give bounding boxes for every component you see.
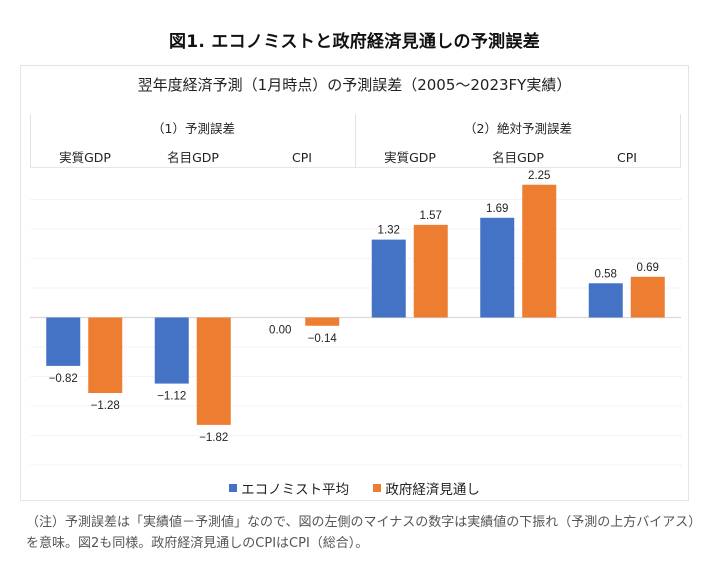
legend-swatch-government: [373, 484, 382, 492]
panel-title: （1）予測誤差: [152, 121, 235, 136]
data-label: −1.82: [199, 432, 228, 444]
legend-label: エコノミスト平均: [241, 482, 350, 498]
bar-economist-1: [154, 317, 189, 384]
data-label: 0.58: [595, 268, 617, 280]
figure-title: 図1. エコノミストと政府経済見通しの予測誤差: [168, 32, 541, 52]
data-label: 2.25: [528, 170, 550, 182]
category-label: 名目GDP: [167, 150, 219, 165]
category-label: 名目GDP: [492, 150, 544, 165]
chart-title: 翌年度経済予測（1月時点）の予測誤差（2005～2023FY実績）: [137, 76, 572, 94]
data-label: −1.28: [91, 400, 120, 412]
data-label: 1.69: [486, 203, 508, 215]
gridlines: [30, 199, 681, 466]
bar-economist-0: [46, 317, 81, 366]
category-label: CPI: [292, 150, 312, 165]
category-label: 実質GDP: [384, 150, 436, 165]
legend: エコノミスト平均 政府経済見通し: [0, 478, 709, 498]
data-label: −1.12: [157, 391, 186, 403]
legend-item-economist: エコノミスト平均: [229, 478, 349, 498]
bars: [46, 184, 665, 425]
bar-economist-4: [480, 217, 515, 318]
bar-government-4: [522, 184, 557, 318]
legend-label: 政府経済見通し: [385, 482, 480, 498]
data-labels: −0.82 −1.12 0.00 1.32 1.69 0.58 −1.28 −1.82 −0.1…: [49, 170, 659, 444]
data-label: −0.14: [308, 333, 338, 345]
panel-header-absolute-error: （2）絶対予測誤差 実質GDP 名目GDP CPI: [355, 114, 681, 168]
data-label: 1.32: [378, 225, 400, 237]
bar-government-0: [88, 317, 123, 394]
legend-item-government: 政府経済見通し: [373, 478, 480, 498]
chart-frame: [20, 65, 689, 501]
footnote: （注）予測誤差は「実績値－予測値」なので、図の左側のマイナスの数字は実績値の下振…: [26, 515, 695, 551]
panel-header-forecast-error: （1）予測誤差 実質GDP 名目GDP CPI: [30, 114, 356, 168]
bar-government-3: [413, 224, 448, 318]
bar-government-1: [196, 317, 231, 425]
data-label: 1.57: [420, 210, 442, 222]
data-label: 0.69: [637, 262, 659, 274]
data-label: −0.82: [49, 373, 78, 385]
data-label: 0.00: [269, 325, 291, 337]
category-label: CPI: [617, 150, 637, 165]
bar-economist-5: [588, 283, 623, 318]
panel-title: （2）絶対予測誤差: [464, 121, 572, 136]
bar-government-5: [630, 276, 665, 318]
bar-economist-3: [371, 239, 406, 318]
category-label: 実質GDP: [59, 150, 111, 165]
legend-swatch-economist: [229, 484, 238, 492]
bar-government-2: [305, 317, 340, 326]
